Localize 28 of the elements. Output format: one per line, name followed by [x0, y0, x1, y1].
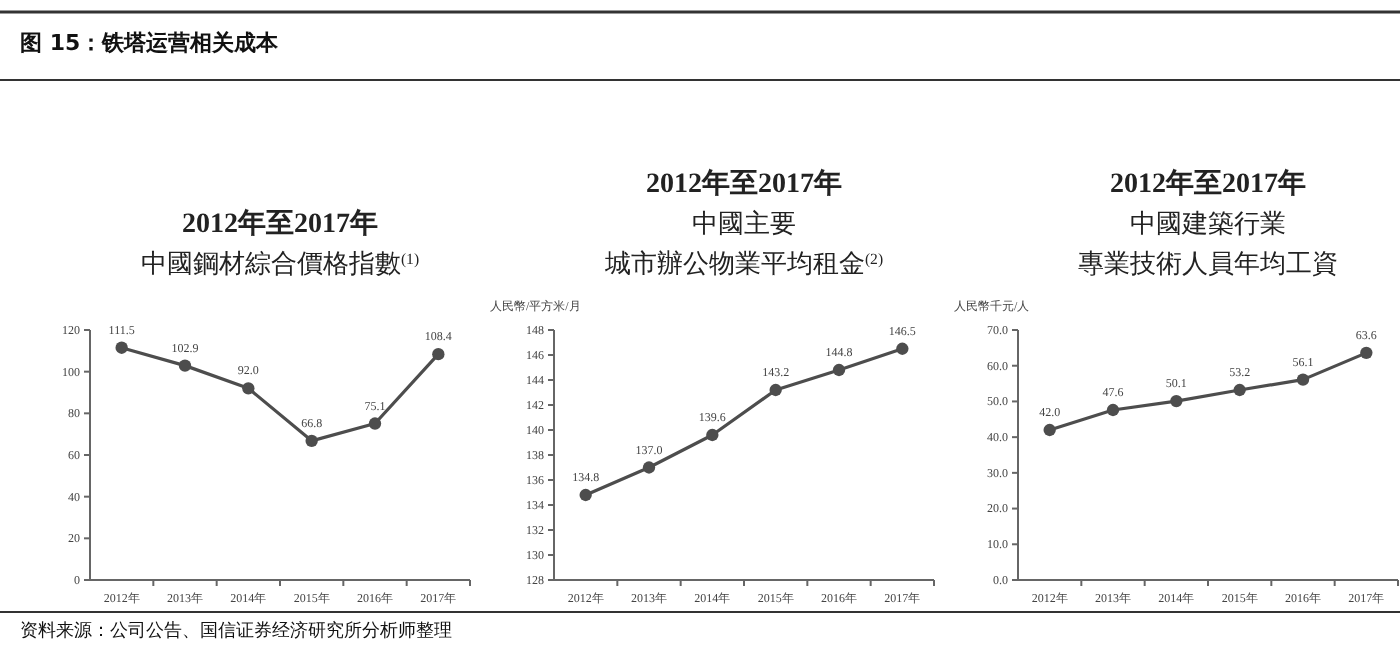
point — [1233, 383, 1246, 397]
point — [1296, 373, 1310, 386]
text: 图 15：铁塔运营相关成本 — [20, 30, 281, 56]
point — [1043, 423, 1056, 437]
chart-subtitle: 中國建築行業 — [1130, 208, 1286, 238]
point — [832, 363, 846, 377]
point — [368, 417, 382, 430]
chart-title: 2012年至2017年 — [182, 208, 378, 240]
point — [242, 382, 255, 395]
point — [432, 348, 445, 361]
point — [706, 428, 719, 442]
chart-title: 2012年至2017年 — [646, 168, 842, 200]
point — [579, 488, 592, 502]
point — [178, 359, 192, 372]
point — [642, 461, 656, 474]
text: 專業技術人員年均工資 — [1078, 248, 1338, 278]
point — [305, 434, 318, 447]
text: 资料来源：公司公告、国信证券经济研究所分析师整理 — [20, 620, 452, 642]
chart-subtitle: 中國主要 — [692, 208, 796, 238]
point — [1106, 403, 1120, 417]
point — [1360, 346, 1373, 360]
point — [1170, 394, 1183, 408]
chart-subtitle: 中國鋼材綜合價格指數$^{(1)}$ — [140, 248, 420, 278]
text: 城市辦公物業平均租金$^{(2)}$ — [602, 248, 884, 278]
point — [115, 341, 128, 354]
point — [896, 342, 909, 355]
point — [769, 383, 782, 397]
chart-title: 2012年至2017年 — [1110, 168, 1306, 200]
